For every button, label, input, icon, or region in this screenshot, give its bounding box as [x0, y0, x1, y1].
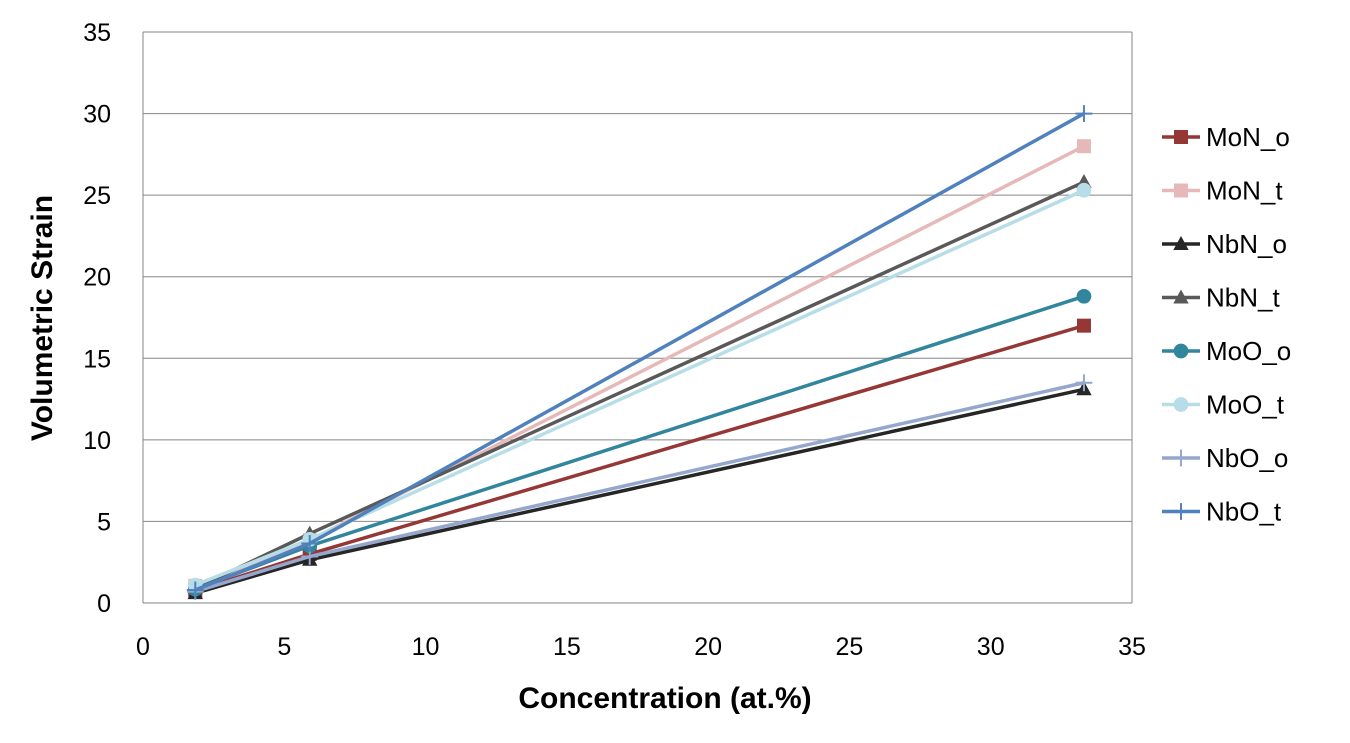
y-axis-ticks: 0 5 10 15 20 25 30 35	[83, 19, 111, 618]
x-tick-label: 20	[694, 633, 722, 661]
legend-label: MoN_t	[1206, 176, 1283, 206]
y-tick-label: 10	[83, 427, 111, 455]
series-nbn-t	[187, 174, 1092, 595]
data-point-triangle	[1173, 235, 1189, 250]
data-point-plus	[1075, 374, 1093, 392]
y-tick-label: 15	[83, 345, 111, 373]
axes	[142, 32, 1133, 604]
x-axis-title: Concentration (at.%)	[518, 682, 811, 715]
data-point-triangle	[1173, 289, 1189, 304]
y-tick-label: 30	[83, 101, 111, 129]
legend-label: NbO_t	[1206, 497, 1282, 527]
series-nbn-o	[187, 381, 1092, 600]
y-tick-label: 20	[83, 264, 111, 292]
legend-label: MoO_o	[1206, 336, 1291, 366]
data-point-square	[1076, 318, 1091, 333]
series-nbo-t	[186, 105, 1093, 599]
data-point-plus	[186, 581, 204, 599]
legend-item: NbO_o	[1162, 443, 1288, 473]
data-point-circle	[1173, 397, 1189, 412]
x-tick-label: 35	[1118, 633, 1146, 661]
data-point-square	[1174, 183, 1188, 198]
legend-item: MoO_t	[1162, 390, 1285, 420]
data-point-square	[1174, 130, 1188, 144]
x-tick-label: 5	[277, 633, 291, 661]
data-point-circle	[1076, 288, 1092, 304]
x-tick-label: 10	[412, 633, 440, 661]
legend-item: MoN_o	[1162, 122, 1290, 152]
y-tick-label: 0	[97, 590, 111, 618]
legend: MoN_o MoN_t NbN_o NbN_t MoO_o MoO_t NbO_o NbO_t	[1162, 122, 1291, 527]
data-point-plus	[301, 535, 319, 552]
legend-item: MoO_o	[1162, 336, 1291, 366]
y-axis-title: Volumetric Strain	[26, 195, 59, 441]
data-point-plus	[1172, 503, 1190, 520]
legend-label: MoO_t	[1206, 390, 1285, 420]
legend-label: NbN_o	[1206, 229, 1287, 259]
y-tick-label: 35	[83, 19, 111, 47]
legend-item: MoN_t	[1162, 176, 1283, 206]
legend-label: MoN_o	[1206, 122, 1290, 152]
series-line	[194, 294, 1085, 591]
x-tick-label: 0	[136, 633, 150, 661]
y-tick-label: 5	[97, 508, 111, 536]
y-tick-label: 25	[83, 182, 111, 210]
legend-item: NbN_o	[1162, 229, 1287, 259]
series-group	[186, 105, 1093, 600]
data-point-plus	[1172, 449, 1190, 467]
series-line	[194, 112, 1085, 592]
legend-item: NbO_t	[1162, 497, 1282, 527]
legend-item: NbN_t	[1162, 283, 1280, 313]
data-point-plus	[1075, 105, 1093, 122]
gridlines	[143, 31, 1132, 522]
series-line	[194, 180, 1085, 590]
x-tick-label: 15	[553, 633, 581, 661]
legend-label: NbO_o	[1206, 443, 1288, 473]
legend-label: NbN_t	[1206, 283, 1280, 313]
series-line	[194, 387, 1085, 595]
x-tick-label: 30	[977, 633, 1005, 661]
x-tick-label: 25	[836, 633, 864, 661]
series-moo-t	[187, 182, 1092, 593]
data-point-square	[1076, 139, 1091, 154]
x-axis-ticks: 0 5 10 15 20 25 30 35	[136, 633, 1146, 661]
series-mon-t	[188, 139, 1091, 593]
data-point-circle	[1173, 343, 1189, 359]
data-point-circle	[1076, 182, 1092, 198]
